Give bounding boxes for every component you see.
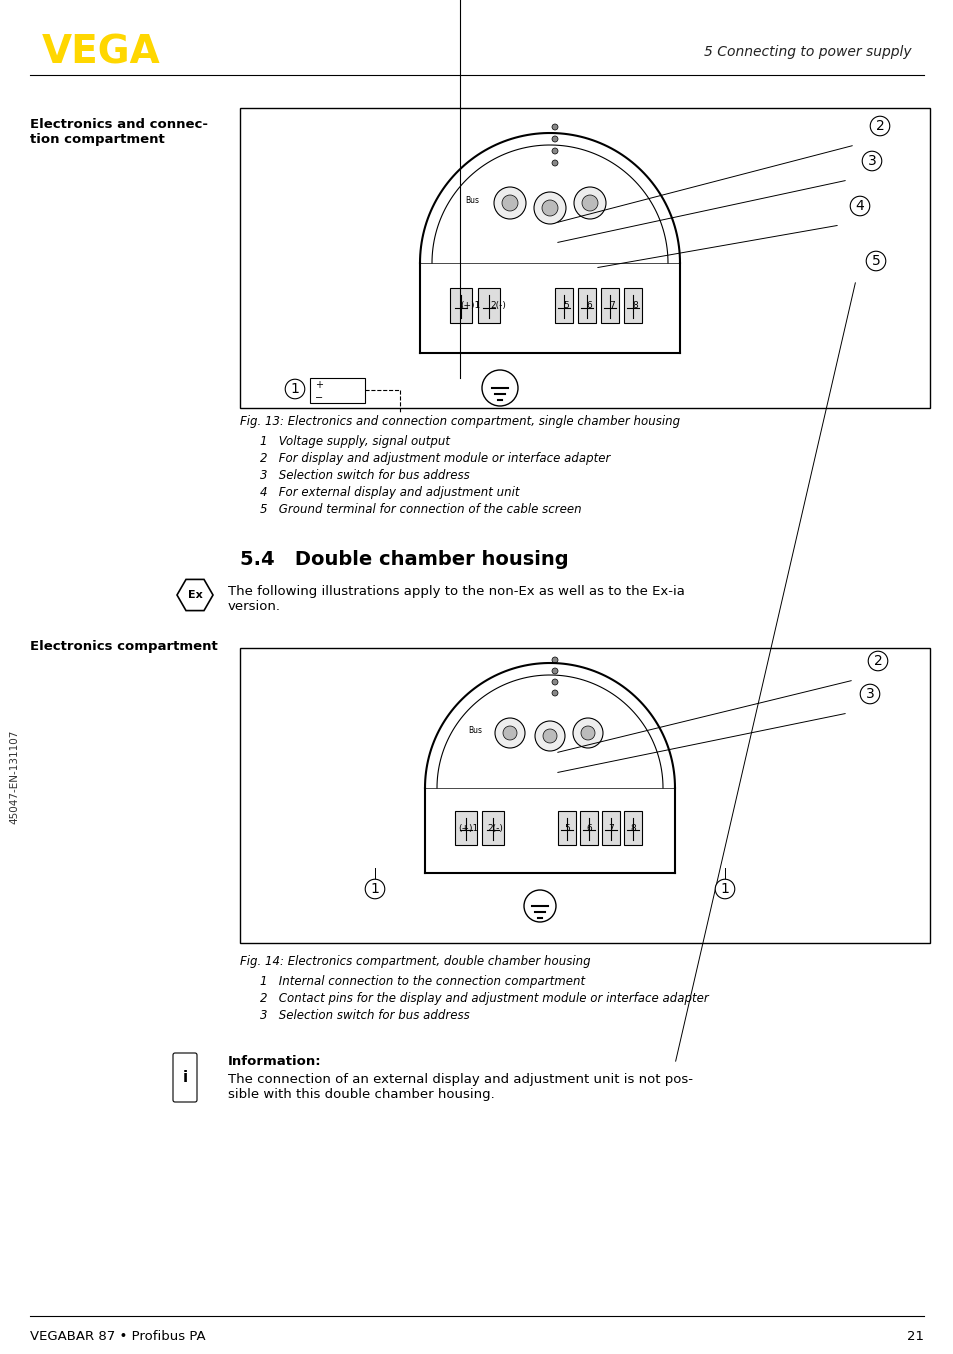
Circle shape xyxy=(581,195,598,211)
Text: 6: 6 xyxy=(585,301,591,310)
Text: 5: 5 xyxy=(562,301,568,310)
Bar xyxy=(555,288,573,324)
Bar xyxy=(240,108,929,408)
Circle shape xyxy=(552,668,558,674)
Text: 1   Voltage supply, signal output: 1 Voltage supply, signal output xyxy=(260,435,450,448)
Circle shape xyxy=(523,890,556,922)
Polygon shape xyxy=(177,580,213,611)
Bar xyxy=(579,811,598,845)
Text: 5 Connecting to power supply: 5 Connecting to power supply xyxy=(703,45,911,60)
Circle shape xyxy=(494,187,525,219)
Text: 5.4   Double chamber housing: 5.4 Double chamber housing xyxy=(240,550,568,569)
Text: 2(-): 2(-) xyxy=(487,825,502,833)
Text: Bus: Bus xyxy=(464,196,478,204)
Circle shape xyxy=(552,148,558,154)
Text: 2(-): 2(-) xyxy=(490,301,505,310)
Text: 5: 5 xyxy=(871,255,880,268)
Bar xyxy=(477,288,499,324)
Bar xyxy=(558,811,576,845)
Text: Electronics and connec-
tion compartment: Electronics and connec- tion compartment xyxy=(30,118,208,146)
Bar xyxy=(240,649,929,942)
Circle shape xyxy=(552,125,558,130)
Bar xyxy=(623,288,641,324)
Bar xyxy=(310,378,365,403)
Text: 1: 1 xyxy=(291,382,299,395)
Circle shape xyxy=(501,195,517,211)
Text: −: − xyxy=(314,393,323,403)
Bar xyxy=(600,288,618,324)
Text: 3   Selection switch for bus address: 3 Selection switch for bus address xyxy=(260,468,469,482)
Bar xyxy=(450,288,472,324)
Circle shape xyxy=(541,200,558,217)
Text: 45047-EN-131107: 45047-EN-131107 xyxy=(9,730,19,825)
Text: Information:: Information: xyxy=(228,1055,321,1068)
Circle shape xyxy=(574,187,605,219)
Circle shape xyxy=(495,718,524,747)
Circle shape xyxy=(552,657,558,663)
Text: 7: 7 xyxy=(607,825,613,833)
Bar xyxy=(481,811,503,845)
Text: 2: 2 xyxy=(873,654,882,668)
Text: (+)1: (+)1 xyxy=(459,301,479,310)
Circle shape xyxy=(580,726,595,741)
Text: (+)1: (+)1 xyxy=(457,825,477,833)
Text: The following illustrations apply to the non-Ex as well as to the Ex-ia
version.: The following illustrations apply to the… xyxy=(228,585,684,613)
Text: 3: 3 xyxy=(864,686,874,701)
Text: 4: 4 xyxy=(855,199,863,213)
Text: Fig. 13: Electronics and connection compartment, single chamber housing: Fig. 13: Electronics and connection comp… xyxy=(240,414,679,428)
FancyBboxPatch shape xyxy=(172,1053,196,1102)
Text: 8: 8 xyxy=(630,825,636,833)
Text: 2: 2 xyxy=(875,119,883,133)
Text: 21: 21 xyxy=(906,1330,923,1343)
Bar xyxy=(601,811,619,845)
Text: 2   For display and adjustment module or interface adapter: 2 For display and adjustment module or i… xyxy=(260,452,610,464)
Text: Ex: Ex xyxy=(188,590,202,600)
Text: 2   Contact pins for the display and adjustment module or interface adapter: 2 Contact pins for the display and adjus… xyxy=(260,992,708,1005)
Circle shape xyxy=(502,726,517,741)
Circle shape xyxy=(552,678,558,685)
Text: 6: 6 xyxy=(585,825,591,833)
Circle shape xyxy=(552,135,558,142)
Bar xyxy=(455,811,476,845)
Bar xyxy=(578,288,596,324)
Text: 3: 3 xyxy=(866,154,876,168)
Circle shape xyxy=(552,691,558,696)
Text: 1: 1 xyxy=(720,881,729,896)
Text: Electronics compartment: Electronics compartment xyxy=(30,640,217,653)
Text: 5: 5 xyxy=(563,825,569,833)
Circle shape xyxy=(535,720,564,751)
Text: +: + xyxy=(314,380,323,390)
Circle shape xyxy=(534,192,565,223)
Circle shape xyxy=(573,718,602,747)
Text: VEGA: VEGA xyxy=(42,32,161,70)
Circle shape xyxy=(542,728,557,743)
Circle shape xyxy=(552,160,558,167)
Circle shape xyxy=(481,370,517,406)
Text: i: i xyxy=(182,1070,188,1085)
Text: 8: 8 xyxy=(632,301,638,310)
Text: 5   Ground terminal for connection of the cable screen: 5 Ground terminal for connection of the … xyxy=(260,502,581,516)
Text: 7: 7 xyxy=(608,301,615,310)
Text: VEGABAR 87 • Profibus PA: VEGABAR 87 • Profibus PA xyxy=(30,1330,206,1343)
Text: The connection of an external display and adjustment unit is not pos-
sible with: The connection of an external display an… xyxy=(228,1072,692,1101)
Text: 3   Selection switch for bus address: 3 Selection switch for bus address xyxy=(260,1009,469,1022)
Bar xyxy=(623,811,641,845)
Text: Bus: Bus xyxy=(468,726,481,735)
Text: Fig. 14: Electronics compartment, double chamber housing: Fig. 14: Electronics compartment, double… xyxy=(240,955,590,968)
Text: 1   Internal connection to the connection compartment: 1 Internal connection to the connection … xyxy=(260,975,584,988)
Text: 1: 1 xyxy=(370,881,379,896)
Text: 4   For external display and adjustment unit: 4 For external display and adjustment un… xyxy=(260,486,519,500)
